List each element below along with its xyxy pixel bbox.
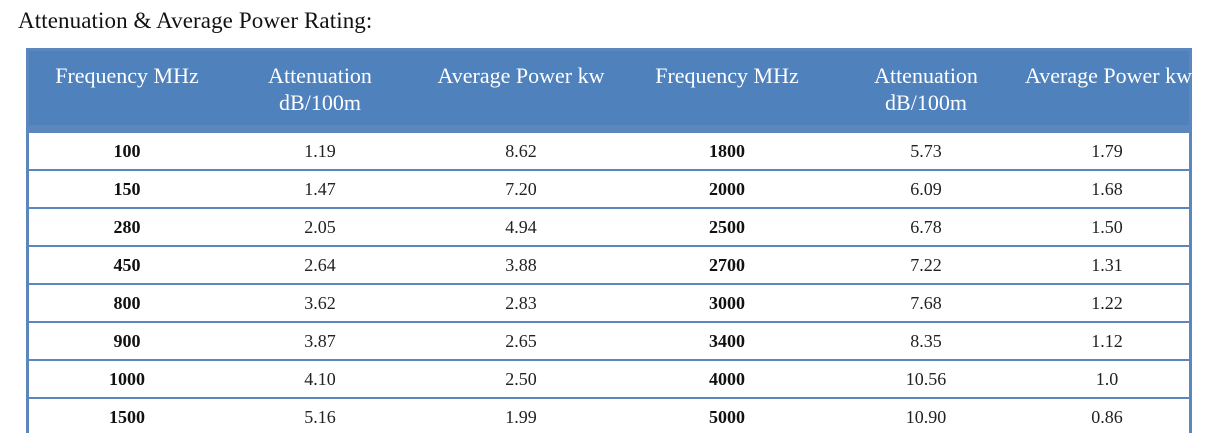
frequency-cell: 5000 (709, 406, 745, 427)
average-power-cell: 2.65 (505, 330, 537, 351)
attenuation-cell: 10.90 (905, 406, 947, 427)
attenuation-cell: 2.64 (304, 254, 336, 275)
header-attenuation-2: Attenuation dB/100m (874, 63, 978, 115)
attenuation-cell: 3.87 (304, 330, 336, 351)
header-average-power-2: Average Power kw (1025, 63, 1192, 88)
table-row: 1000 4.10 2.50 4000 10.56 1.0 (29, 361, 1189, 397)
table-row: 100 1.19 8.62 1800 5.73 1.79 (29, 133, 1189, 169)
frequency-cell: 1000 (109, 368, 145, 389)
average-power-cell: 2.50 (505, 368, 537, 389)
attenuation-cell: 5.73 (910, 140, 942, 161)
frequency-cell: 2700 (709, 254, 745, 275)
average-power-cell: 1.22 (1091, 292, 1123, 313)
header-frequency-2: Frequency MHz (655, 63, 799, 88)
average-power-cell: 1.99 (505, 406, 537, 427)
attenuation-cell: 5.16 (304, 406, 336, 427)
table-row: 900 3.87 2.65 3400 8.35 1.12 (29, 323, 1189, 359)
average-power-cell: 0.86 (1091, 406, 1123, 427)
table-row: 800 3.62 2.83 3000 7.68 1.22 (29, 285, 1189, 321)
frequency-cell: 2500 (709, 216, 745, 237)
frequency-cell: 3000 (709, 292, 745, 313)
attenuation-cell: 4.10 (304, 368, 336, 389)
frequency-cell: 900 (113, 330, 141, 351)
attenuation-cell: 6.09 (910, 178, 942, 199)
attenuation-cell: 6.78 (910, 216, 942, 237)
frequency-cell: 280 (113, 216, 141, 237)
header-divider (29, 125, 1189, 133)
table-row: 150 1.47 7.20 2000 6.09 1.68 (29, 171, 1189, 207)
frequency-cell: 1500 (109, 406, 145, 427)
frequency-cell: 150 (113, 178, 141, 199)
average-power-cell: 7.20 (505, 178, 537, 199)
average-power-cell: 3.88 (505, 254, 537, 275)
frequency-cell: 800 (113, 292, 141, 313)
header-average-power-1: Average Power kw (437, 63, 605, 88)
frequency-cell: 450 (113, 254, 141, 275)
attenuation-cell: 7.22 (910, 254, 942, 275)
average-power-cell: 1.12 (1091, 330, 1123, 351)
frequency-cell: 4000 (709, 368, 745, 389)
attenuation-cell: 2.05 (304, 216, 336, 237)
header-frequency-1: Frequency MHz (55, 63, 199, 88)
average-power-cell: 1.50 (1091, 216, 1123, 237)
table-row: 1500 5.16 1.99 5000 10.90 0.86 (29, 399, 1189, 435)
frequency-cell: 2000 (709, 178, 745, 199)
attenuation-table: Frequency MHz Attenuation dB/100m Averag… (26, 48, 1192, 435)
attenuation-cell: 3.62 (304, 292, 336, 313)
section-heading: Attenuation & Average Power Rating: (18, 8, 373, 33)
header-attenuation-1: Attenuation dB/100m (268, 63, 372, 115)
frequency-cell: 100 (113, 140, 141, 161)
average-power-cell: 4.94 (505, 216, 537, 237)
attenuation-cell: 7.68 (910, 292, 942, 313)
attenuation-cell: 1.19 (304, 140, 336, 161)
average-power-cell: 1.31 (1091, 254, 1123, 275)
table-row: 450 2.64 3.88 2700 7.22 1.31 (29, 247, 1189, 283)
average-power-cell: 8.62 (505, 140, 537, 161)
attenuation-cell: 8.35 (910, 330, 942, 351)
average-power-cell: 2.83 (505, 292, 537, 313)
table-header-row: Frequency MHz Attenuation dB/100m Averag… (29, 51, 1192, 125)
average-power-cell: 1.68 (1091, 178, 1123, 199)
table-row: 280 2.05 4.94 2500 6.78 1.50 (29, 209, 1189, 245)
attenuation-cell: 1.47 (304, 178, 336, 199)
average-power-cell: 1.79 (1091, 140, 1123, 161)
frequency-cell: 1800 (709, 140, 745, 161)
attenuation-cell: 10.56 (905, 368, 947, 389)
average-power-cell: 1.0 (1095, 368, 1119, 389)
table-body: 100 1.19 8.62 1800 5.73 1.79 150 1.47 7.20 2000 6.… (29, 133, 1189, 435)
frequency-cell: 3400 (709, 330, 745, 351)
